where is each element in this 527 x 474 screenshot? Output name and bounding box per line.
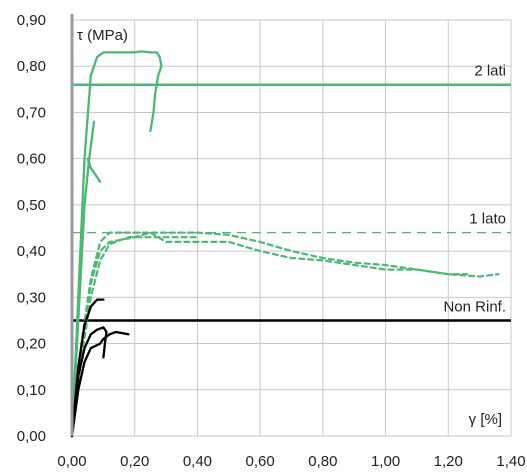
y-axis-label: τ (MPa): [77, 27, 128, 44]
y-tick-label: 0,40: [17, 243, 46, 260]
series-group: [70, 50, 500, 438]
series-line: [70, 231, 500, 438]
series-line: [70, 326, 108, 438]
reference-line-label: 2 lati: [474, 63, 506, 80]
series-line: [70, 50, 163, 438]
y-tick-label: 0,20: [17, 336, 46, 353]
y-tick-label: 0,00: [17, 428, 46, 445]
y-tick-label: 0,50: [17, 197, 46, 214]
reference-line-label: 1 lato: [469, 211, 506, 228]
x-tick-label: 0,60: [246, 453, 275, 470]
y-tick-label: 0,30: [17, 289, 46, 306]
x-tick-label: 0,20: [120, 453, 149, 470]
x-tick-label: 1,40: [496, 453, 525, 470]
x-tick-label: 0,40: [183, 453, 212, 470]
y-tick-label: 0,10: [17, 382, 46, 399]
series-line: [70, 236, 199, 438]
series-line: [86, 157, 102, 183]
reference-lines: 2 lati 1 lato Non Rinf.: [72, 63, 511, 322]
grid: [71, 19, 512, 437]
y-tick-labels: 0,00 0,10 0,20 0,30 0,40 0,50 0,60 0,70 0,80 0,90: [17, 12, 46, 445]
x-tick-label: 1,00: [371, 453, 400, 470]
axis-labels: τ (MPa) γ [%]: [77, 27, 502, 428]
series-line: [70, 120, 96, 438]
y-tick-label: 0,80: [17, 58, 46, 75]
x-tick-label: 1,20: [434, 453, 463, 470]
x-tick-label: 0,80: [308, 453, 337, 470]
x-axis-label: γ [%]: [469, 411, 502, 428]
y-tick-label: 0,90: [17, 12, 46, 29]
y-tick-label: 0,60: [17, 151, 46, 168]
x-tick-label: 0,00: [57, 453, 86, 470]
reference-line-label: Non Rinf.: [443, 298, 506, 315]
series-line: [70, 330, 130, 438]
y-tick-label: 0,70: [17, 104, 46, 121]
x-tick-labels: 0,00 0,20 0,40 0,60 0,80 1,00 1,20 1,40: [57, 453, 525, 470]
series-line: [70, 231, 469, 438]
